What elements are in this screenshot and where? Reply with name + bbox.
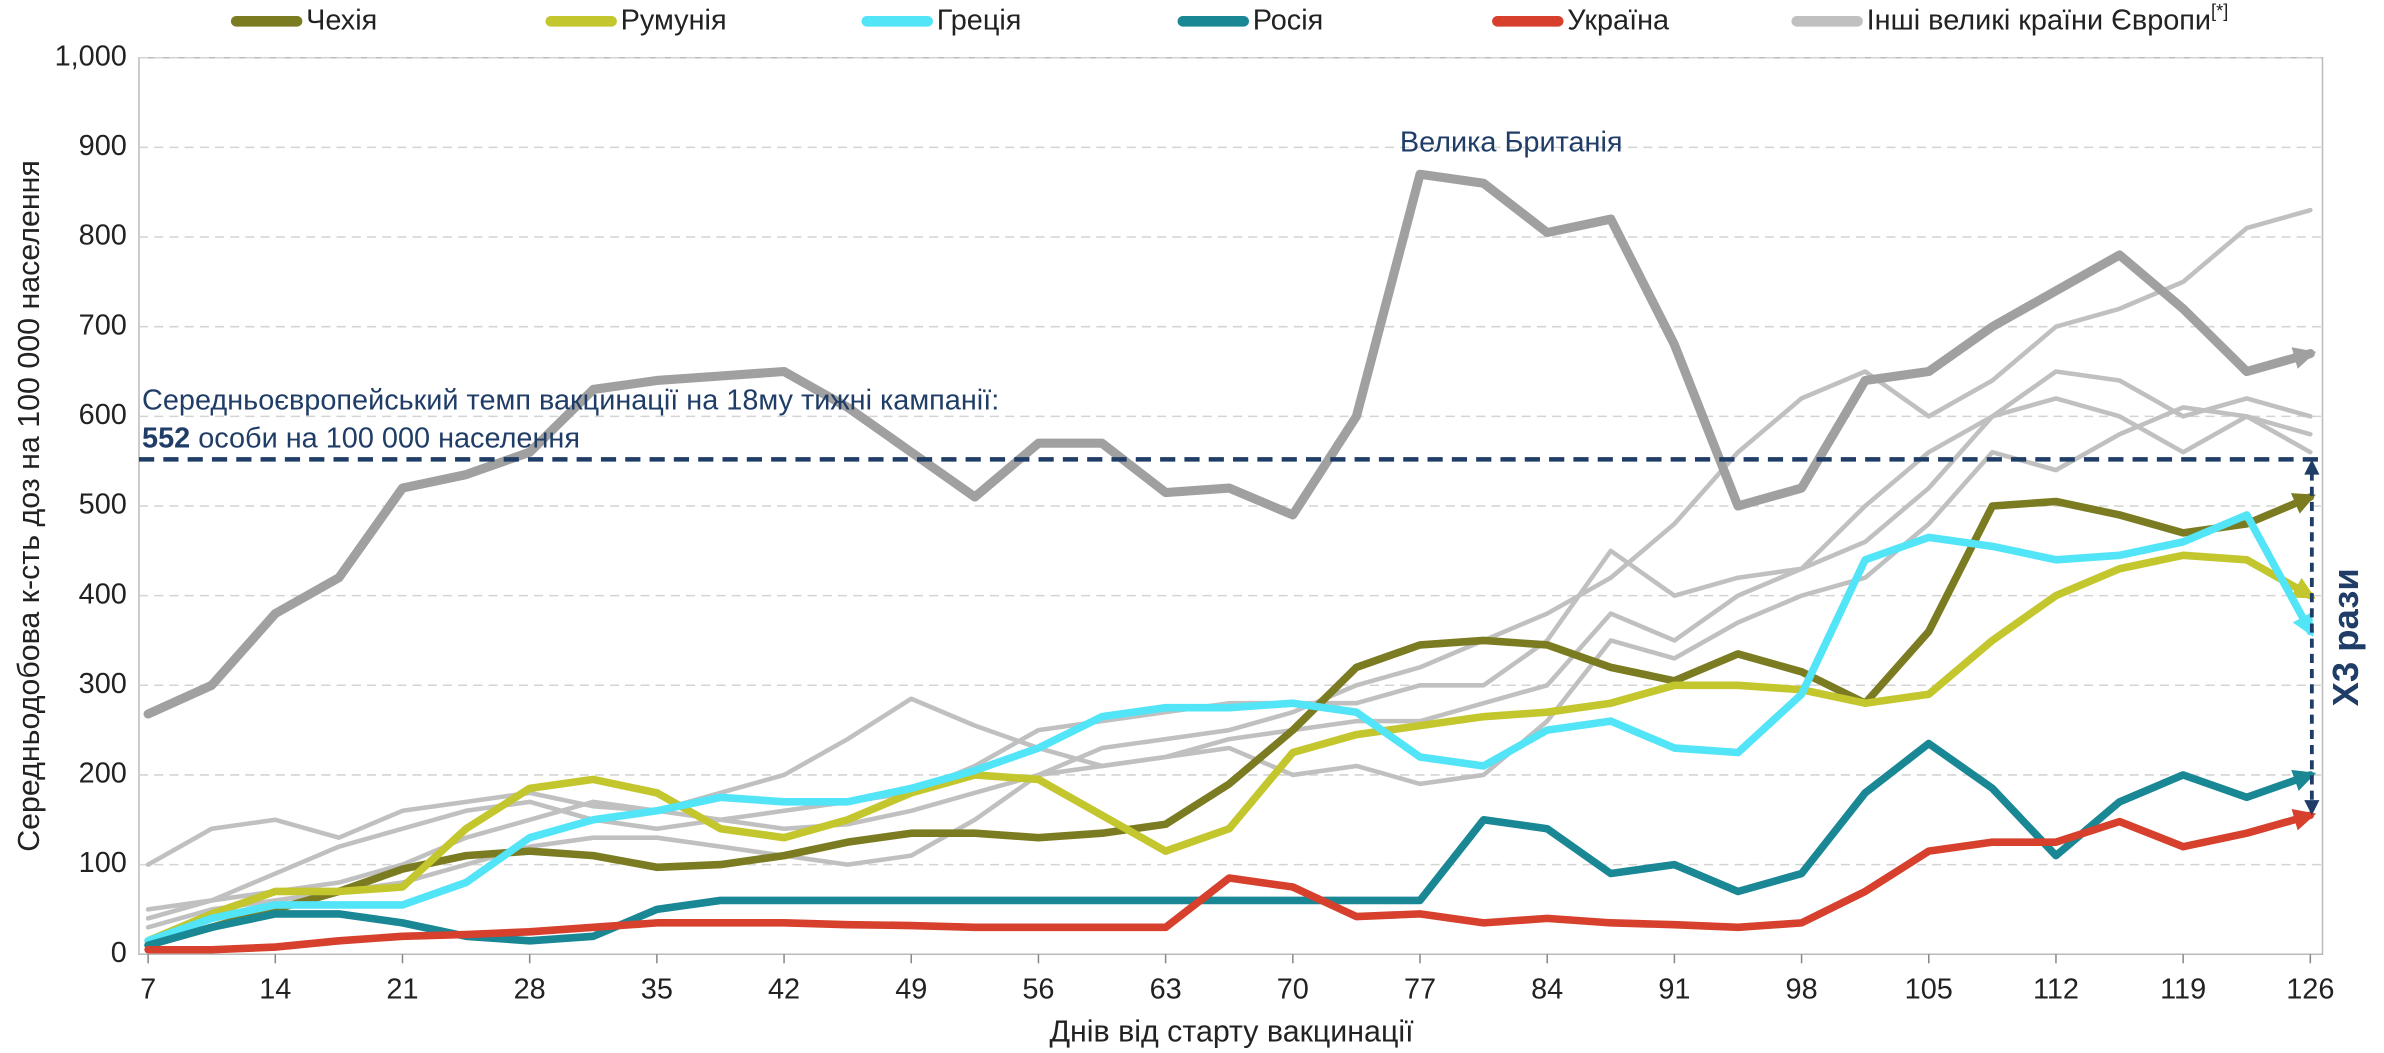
legend-label: Румунія — [621, 4, 727, 36]
line-arrowhead — [2292, 611, 2314, 637]
series-line — [144, 811, 2315, 954]
other-country-line — [145, 207, 2313, 930]
legend-note: [*] — [2211, 0, 2228, 21]
y-axis-label: Середньодобова к-сть доз на 100 000 насе… — [12, 160, 46, 852]
y-tick-label: 1,000 — [55, 40, 127, 72]
legend-label: Чехія — [306, 4, 377, 36]
multiplier-label: X3 рази — [2325, 568, 2366, 706]
x-tick-label: 21 — [386, 973, 418, 1005]
x-axis-label: Днів від старту вакцинації — [1049, 1014, 1414, 1048]
x-tick-label: 35 — [641, 973, 673, 1005]
x-tick-label: 14 — [259, 973, 291, 1005]
x-tick-label: 28 — [514, 973, 546, 1005]
series-line — [144, 511, 2315, 945]
x-tick-label: 105 — [1905, 973, 1953, 1005]
x-tick-label: 119 — [2160, 973, 2206, 1005]
legend-text: Росія — [1253, 4, 1324, 36]
legend-label: Росія — [1253, 4, 1324, 36]
y-tick-label: 200 — [79, 758, 127, 790]
x-tick-label: 77 — [1404, 973, 1436, 1005]
reference-value: 552 — [142, 422, 190, 454]
y-tick-label: 0 — [111, 937, 127, 969]
y-tick-label: 400 — [79, 578, 127, 610]
x-tick-label: 42 — [768, 973, 800, 1005]
line-arrowhead — [2291, 769, 2317, 791]
legend-text: Україна — [1567, 4, 1670, 36]
y-tick-label: 500 — [79, 489, 127, 521]
multiplier-arrowhead — [2304, 459, 2320, 475]
x-tick-label: 126 — [2286, 973, 2334, 1005]
legend-label: Україна — [1567, 4, 1670, 36]
multiplier-arrowhead — [2304, 800, 2320, 816]
legend-label: Інші великі країни Європи[*] — [1867, 0, 2229, 36]
line-arrowhead — [2291, 808, 2317, 831]
y-tick-label: 800 — [79, 220, 127, 252]
reference-text: Середньоєвропейський темп вакцинації на … — [142, 384, 999, 416]
legend-label: Греція — [937, 4, 1022, 36]
series-line — [144, 739, 2315, 950]
other-country-line — [145, 405, 2313, 912]
x-tick-label: 49 — [895, 973, 927, 1005]
legend-text: Румунія — [621, 4, 727, 36]
x-tick-label: 112 — [2033, 973, 2079, 1005]
y-tick-label: 300 — [79, 668, 127, 700]
reference-value-text: 552 особи на 100 000 населення — [142, 422, 580, 454]
x-tick-label: 7 — [140, 973, 156, 1005]
y-tick-label: 700 — [79, 309, 127, 341]
line-arrowhead — [2291, 347, 2317, 369]
other-country-line — [145, 396, 2313, 867]
legend-text: Інші великі країни Європи — [1867, 4, 2211, 36]
legend-text: Чехія — [306, 4, 377, 36]
y-tick-label: 900 — [79, 130, 127, 162]
y-tick-label: 600 — [79, 399, 127, 431]
y-tick-label: 100 — [79, 847, 127, 879]
series-line — [144, 551, 2315, 945]
x-tick-label: 63 — [1150, 973, 1182, 1005]
x-tick-label: 56 — [1022, 973, 1054, 1005]
reference-suffix: особи на 100 000 населення — [190, 422, 580, 454]
highlight-label: Велика Британія — [1400, 127, 1623, 159]
x-tick-label: 98 — [1786, 973, 1818, 1005]
x-tick-label: 70 — [1277, 973, 1309, 1005]
legend-text: Греція — [937, 4, 1022, 36]
line-arrowhead — [2290, 493, 2316, 514]
x-tick-label: 84 — [1531, 973, 1563, 1005]
x-tick-label: 91 — [1658, 973, 1690, 1005]
line-arrowhead — [2290, 577, 2316, 599]
